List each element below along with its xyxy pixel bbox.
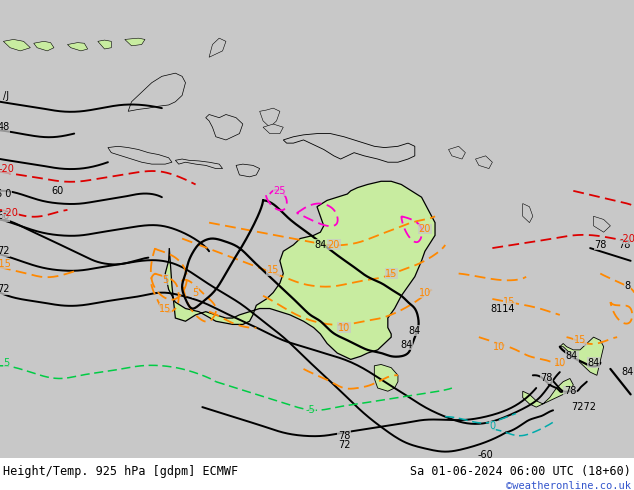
Polygon shape — [476, 156, 493, 169]
Text: 78: 78 — [540, 373, 552, 384]
Text: 15: 15 — [574, 335, 586, 345]
Polygon shape — [374, 365, 398, 391]
Polygon shape — [176, 159, 223, 169]
Polygon shape — [128, 73, 186, 111]
Text: 84: 84 — [409, 326, 421, 336]
Text: 20: 20 — [418, 224, 431, 234]
Text: 72: 72 — [0, 246, 10, 256]
Text: 15: 15 — [267, 266, 280, 275]
Text: 8114: 8114 — [490, 303, 515, 314]
Text: 5: 5 — [162, 275, 169, 285]
Text: 7272: 7272 — [571, 402, 596, 412]
Text: 48: 48 — [0, 122, 10, 132]
Text: 20: 20 — [328, 240, 340, 250]
Text: 60: 60 — [51, 186, 63, 196]
Text: 10: 10 — [338, 322, 350, 333]
Text: 66: 66 — [0, 211, 10, 221]
Polygon shape — [209, 38, 226, 57]
Polygon shape — [522, 203, 533, 222]
Text: ©weatheronline.co.uk: ©weatheronline.co.uk — [506, 481, 631, 490]
Polygon shape — [448, 147, 465, 159]
Polygon shape — [125, 38, 145, 46]
Text: Sa 01-06-2024 06:00 UTC (18+60): Sa 01-06-2024 06:00 UTC (18+60) — [410, 465, 631, 478]
Polygon shape — [205, 115, 243, 140]
Text: Height/Temp. 925 hPa [gdpm] ECMWF: Height/Temp. 925 hPa [gdpm] ECMWF — [3, 465, 238, 478]
Text: 78: 78 — [594, 240, 607, 250]
Text: 10: 10 — [553, 358, 566, 368]
Text: 15: 15 — [503, 297, 515, 307]
Text: 0: 0 — [489, 421, 495, 431]
Text: 6 0: 6 0 — [0, 189, 11, 199]
Text: 15: 15 — [385, 269, 398, 278]
Polygon shape — [283, 134, 415, 162]
Polygon shape — [67, 43, 87, 51]
Polygon shape — [98, 40, 112, 49]
Text: -60: -60 — [478, 450, 493, 460]
Polygon shape — [560, 337, 604, 375]
Polygon shape — [593, 216, 611, 232]
Text: 78: 78 — [618, 240, 630, 250]
Text: -5: -5 — [306, 405, 315, 416]
Text: 10: 10 — [419, 288, 431, 297]
Text: -20: -20 — [0, 164, 15, 173]
Text: 72: 72 — [338, 441, 350, 450]
Polygon shape — [34, 41, 54, 51]
Polygon shape — [3, 39, 30, 51]
Text: 15: 15 — [159, 303, 171, 314]
Text: 84: 84 — [621, 367, 633, 377]
Text: 25: 25 — [274, 186, 286, 196]
Text: 84: 84 — [566, 351, 578, 361]
Text: 84: 84 — [401, 340, 413, 350]
Text: 78: 78 — [564, 386, 576, 396]
Polygon shape — [165, 181, 435, 359]
Text: /J: /J — [3, 91, 10, 100]
Text: 5: 5 — [4, 358, 10, 368]
Text: -20: -20 — [2, 208, 18, 218]
Text: 10: 10 — [493, 342, 505, 352]
Polygon shape — [263, 124, 283, 134]
Text: 84: 84 — [314, 240, 327, 250]
Polygon shape — [260, 108, 280, 127]
Text: -20: -20 — [619, 234, 634, 244]
Text: 84: 84 — [588, 358, 600, 368]
Text: 72: 72 — [0, 284, 10, 294]
Text: 5: 5 — [193, 288, 198, 297]
Polygon shape — [108, 147, 172, 164]
Text: 78: 78 — [338, 431, 350, 441]
Polygon shape — [236, 164, 260, 177]
Text: 8: 8 — [624, 281, 630, 291]
Polygon shape — [522, 378, 573, 407]
Text: -15: -15 — [0, 259, 11, 269]
